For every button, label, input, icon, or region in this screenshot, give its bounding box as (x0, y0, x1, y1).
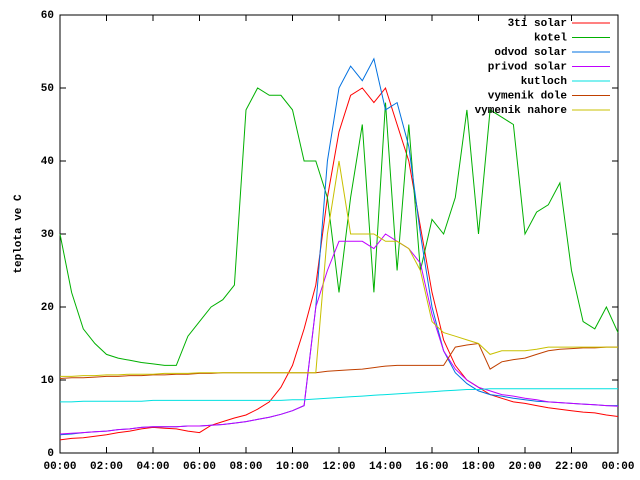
x-tick-label: 06:00 (183, 461, 216, 473)
y-tick-label: 50 (41, 83, 54, 95)
y-tick-label: 40 (41, 156, 54, 168)
x-tick-label: 20:00 (508, 461, 541, 473)
y-axis-label: teplota ve C (13, 194, 25, 274)
legend-label: kotel (534, 32, 567, 44)
x-tick-label: 00:00 (601, 461, 634, 473)
series-line (59, 86, 619, 441)
series-line (59, 233, 619, 435)
series-line (60, 388, 618, 403)
legend-label: privod solar (488, 61, 567, 73)
x-tick-label: 08:00 (229, 461, 262, 473)
x-tick-label: 16:00 (415, 461, 448, 473)
x-tick-label: 02:00 (90, 461, 123, 473)
x-tick-label: 12:00 (322, 461, 355, 473)
y-tick-label: 20 (41, 302, 54, 314)
legend-label: vymenik nahore (475, 105, 568, 117)
y-tick-label: 10 (41, 375, 54, 387)
y-tick-label: 60 (41, 10, 54, 22)
x-tick-label: 22:00 (555, 461, 588, 473)
y-tick-label: 30 (41, 229, 54, 241)
legend-label: kutloch (521, 76, 567, 88)
x-tick-label: 00:00 (43, 461, 76, 473)
series-line (60, 160, 618, 377)
x-tick-label: 10:00 (276, 461, 309, 473)
series-line (59, 87, 619, 366)
x-tick-label: 18:00 (462, 461, 495, 473)
x-tick-label: 04:00 (136, 461, 169, 473)
x-tick-label: 14:00 (369, 461, 402, 473)
legend-label: 3ti solar (508, 18, 567, 30)
y-tick-label: 0 (47, 448, 54, 460)
legend-label: vymenik dole (488, 90, 568, 102)
legend-label: odvod solar (494, 47, 567, 59)
series-line (59, 342, 618, 379)
